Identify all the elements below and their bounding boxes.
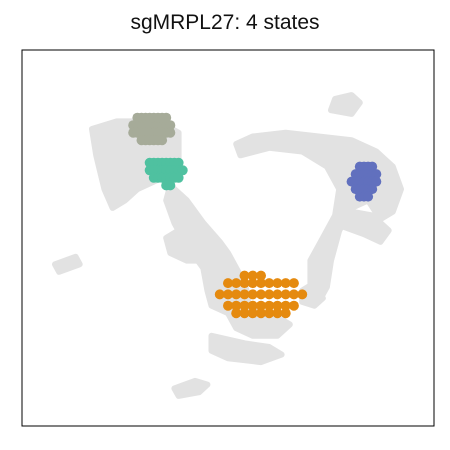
state-3-point xyxy=(272,278,283,289)
state-1-point xyxy=(165,127,176,138)
state-3-point xyxy=(272,308,283,319)
background-cluster-7 xyxy=(163,227,223,264)
background-cluster-3 xyxy=(208,332,285,366)
state-3-point xyxy=(223,289,233,300)
state-cells-layer xyxy=(128,112,382,319)
state-3-point xyxy=(247,278,258,289)
state-3-point xyxy=(231,278,242,289)
state-cluster-2 xyxy=(144,157,188,191)
state-3-point xyxy=(256,289,266,300)
state-3-point xyxy=(256,270,266,281)
state-3-point xyxy=(231,300,242,311)
state-3-point xyxy=(223,278,233,289)
state-3-point xyxy=(231,308,242,319)
state-3-point xyxy=(280,278,291,289)
state-3-point xyxy=(272,300,283,311)
state-1-point xyxy=(165,120,176,131)
state-3-point xyxy=(264,308,275,319)
state-3-point xyxy=(239,308,250,319)
background-cells-layer xyxy=(52,92,404,399)
state-2-point xyxy=(165,180,176,191)
background-cluster-5 xyxy=(340,208,392,245)
state-3-point xyxy=(288,300,299,311)
state-3-point xyxy=(239,289,250,300)
state-cluster-3 xyxy=(214,270,308,319)
state-4-point xyxy=(367,184,378,195)
state-3-point xyxy=(256,300,266,311)
state-3-point xyxy=(214,289,225,300)
state-3-point xyxy=(264,278,275,289)
background-cluster-10 xyxy=(299,280,326,309)
state-3-point xyxy=(288,289,299,300)
state-3-point xyxy=(239,270,250,281)
state-2-point xyxy=(177,165,188,176)
state-2-point xyxy=(173,157,184,168)
state-4-point xyxy=(371,169,382,180)
chart-title: sgMRPL27: 4 states xyxy=(130,11,320,34)
state-3-point xyxy=(280,308,291,319)
state-3-point xyxy=(239,278,250,289)
state-4-point xyxy=(367,161,378,172)
state-2-point xyxy=(173,172,184,183)
state-4-point xyxy=(371,176,382,187)
state-3-point xyxy=(280,300,291,311)
state-3-point xyxy=(239,300,250,311)
state-1-point xyxy=(157,135,168,146)
background-cluster-8 xyxy=(52,253,83,275)
state-4-point xyxy=(363,191,374,202)
state-3-point xyxy=(264,300,275,311)
state-3-point xyxy=(264,289,275,300)
state-3-point xyxy=(272,289,283,300)
state-3-point xyxy=(288,278,299,289)
state-3-point xyxy=(231,289,242,300)
state-cluster-1 xyxy=(128,112,176,146)
state-3-point xyxy=(247,289,258,300)
state-3-point xyxy=(247,300,258,311)
background-cluster-9 xyxy=(171,377,211,399)
state-1-point xyxy=(161,112,172,123)
state-3-point xyxy=(256,278,266,289)
state-cluster-4 xyxy=(346,161,382,202)
state-3-point xyxy=(256,308,266,319)
state-3-point xyxy=(223,300,233,311)
state-3-point xyxy=(297,289,308,300)
state-3-point xyxy=(247,270,258,281)
state-3-point xyxy=(280,289,291,300)
state-3-point xyxy=(247,308,258,319)
background-cluster-6 xyxy=(328,92,363,117)
